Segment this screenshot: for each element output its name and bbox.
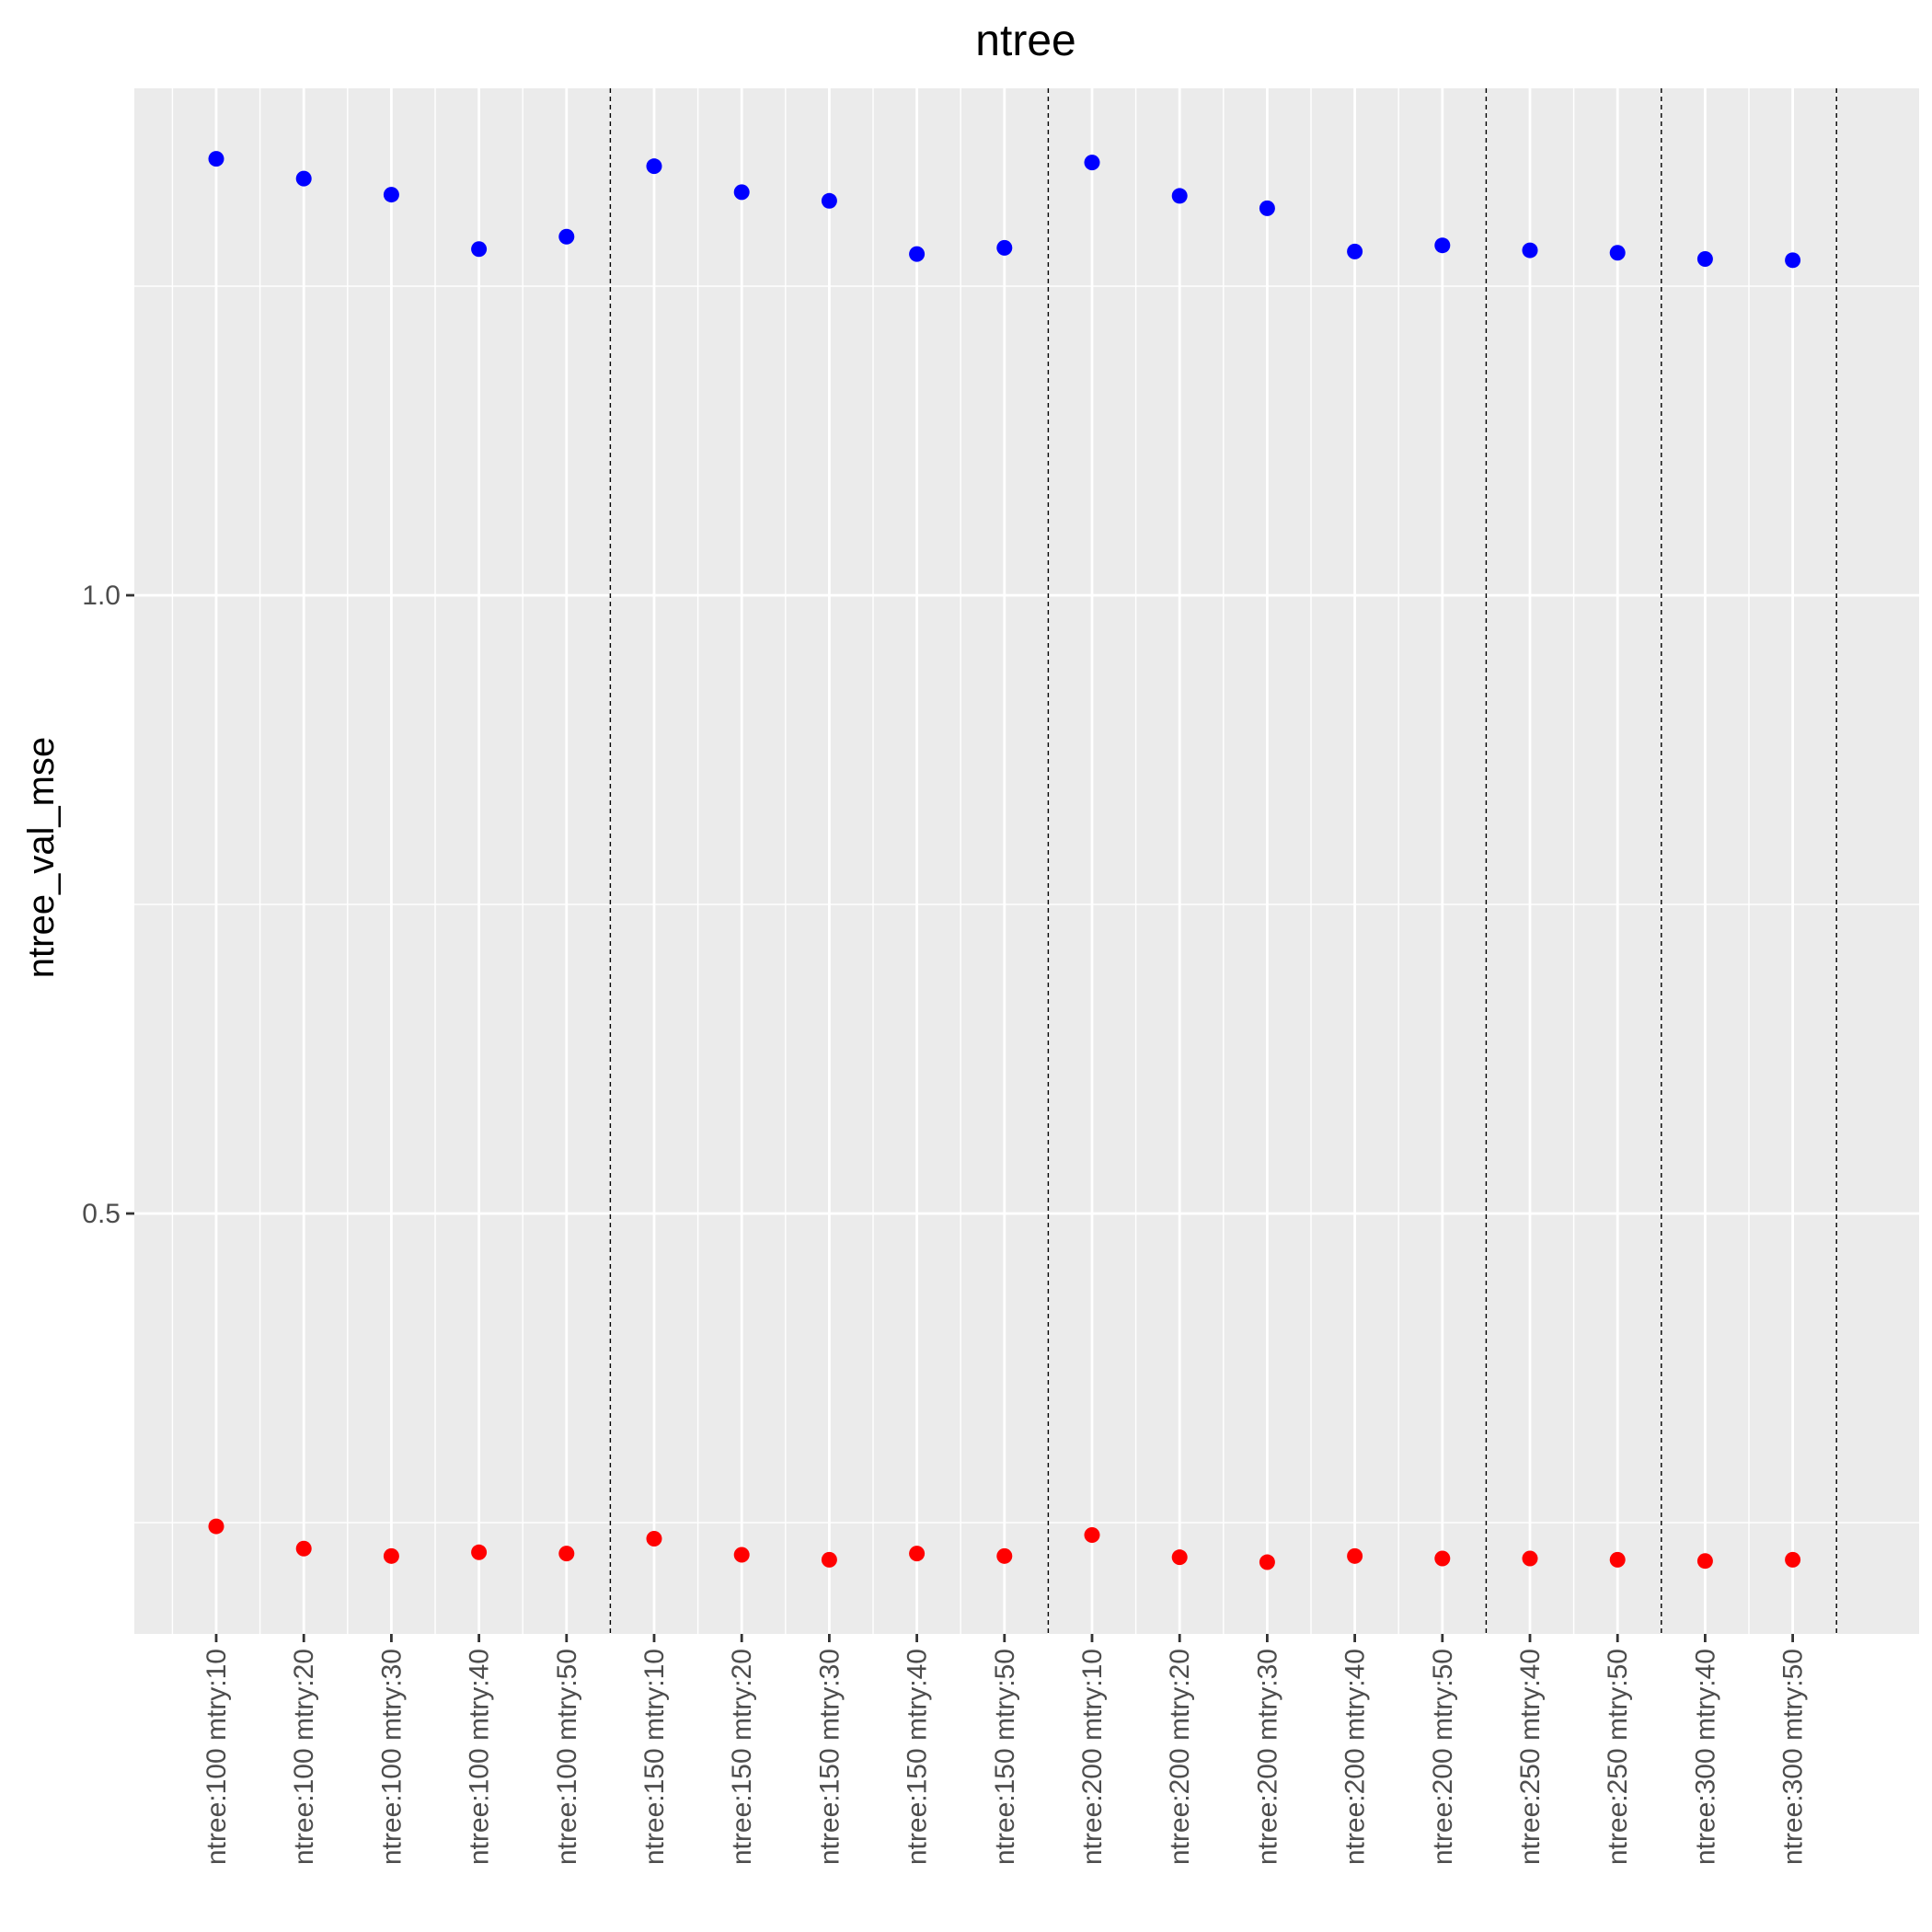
data-point	[383, 187, 399, 203]
data-point	[1609, 245, 1626, 261]
x-tick-label: ntree:200 mtry:50	[1428, 1649, 1458, 1865]
data-point	[1347, 243, 1363, 259]
data-point	[1259, 200, 1275, 216]
x-tick-label: ntree:200 mtry:40	[1340, 1649, 1371, 1865]
data-point	[1084, 1526, 1100, 1543]
data-point	[1785, 1551, 1801, 1568]
data-point	[208, 1518, 224, 1535]
data-point	[821, 192, 837, 209]
x-tick-label: ntree:100 mtry:50	[552, 1649, 582, 1865]
data-point	[295, 170, 312, 187]
x-tick-label: ntree:150 mtry:50	[990, 1649, 1020, 1865]
data-point	[646, 1531, 662, 1547]
y-axis: 0.5 1.0	[82, 581, 134, 1229]
x-tick-label: ntree:200 mtry:10	[1077, 1649, 1108, 1865]
data-points	[208, 151, 1801, 1570]
data-point	[996, 239, 1013, 256]
data-point	[471, 241, 488, 258]
x-tick-label: ntree:150 mtry:10	[639, 1649, 670, 1865]
data-point	[909, 1546, 926, 1562]
plot-panel	[134, 88, 1919, 1634]
data-point	[1434, 1550, 1451, 1567]
data-point	[1696, 250, 1713, 267]
x-tick-label: ntree:200 mtry:30	[1252, 1649, 1282, 1865]
data-point	[1609, 1551, 1626, 1568]
data-point	[1522, 242, 1538, 259]
group-separators	[609, 88, 1837, 1634]
data-point	[1084, 155, 1100, 171]
x-tick-label: ntree:200 mtry:20	[1165, 1649, 1195, 1865]
data-point	[1522, 1550, 1538, 1567]
x-tick-label: ntree:100 mtry:30	[376, 1649, 407, 1865]
data-point	[733, 1547, 750, 1563]
data-point	[821, 1551, 837, 1568]
data-point	[1347, 1547, 1363, 1564]
data-point	[558, 1546, 575, 1562]
data-point	[909, 246, 926, 262]
x-tick-label: ntree:300 mtry:50	[1778, 1649, 1809, 1865]
chart-title: ntree	[975, 17, 1075, 65]
data-point	[1785, 252, 1801, 269]
x-tick-label: ntree:250 mtry:40	[1515, 1649, 1546, 1865]
data-point	[383, 1547, 399, 1564]
data-point	[558, 228, 575, 245]
data-point	[295, 1540, 312, 1557]
y-tick-label: 0.5	[82, 1199, 121, 1229]
x-tick-label: ntree:100 mtry:40	[465, 1649, 495, 1865]
grid-major	[134, 88, 1919, 1634]
data-point	[733, 184, 750, 201]
data-point	[1259, 1554, 1275, 1570]
data-point	[646, 158, 662, 175]
data-point	[208, 151, 224, 167]
x-tick-label: ntree:100 mtry:20	[289, 1649, 319, 1865]
y-tick-label: 1.0	[82, 581, 121, 611]
x-tick-label: ntree:300 mtry:40	[1690, 1649, 1720, 1865]
data-point	[996, 1547, 1013, 1564]
x-tick-label: ntree:150 mtry:30	[814, 1649, 845, 1865]
data-point	[471, 1544, 488, 1560]
x-axis: ntree:100 mtry:10 ntree:100 mtry:20 ntree:…	[201, 1634, 1809, 1865]
x-tick-label: ntree:100 mtry:10	[201, 1649, 232, 1865]
x-tick-label: ntree:250 mtry:50	[1603, 1649, 1633, 1865]
data-point	[1696, 1553, 1713, 1570]
data-point	[1171, 1549, 1188, 1566]
y-axis-title: ntree_val_mse	[21, 737, 62, 978]
x-tick-label: ntree:150 mtry:20	[727, 1649, 757, 1865]
data-point	[1434, 237, 1451, 254]
x-tick-label: ntree:150 mtry:40	[903, 1649, 933, 1865]
data-point	[1171, 188, 1188, 204]
